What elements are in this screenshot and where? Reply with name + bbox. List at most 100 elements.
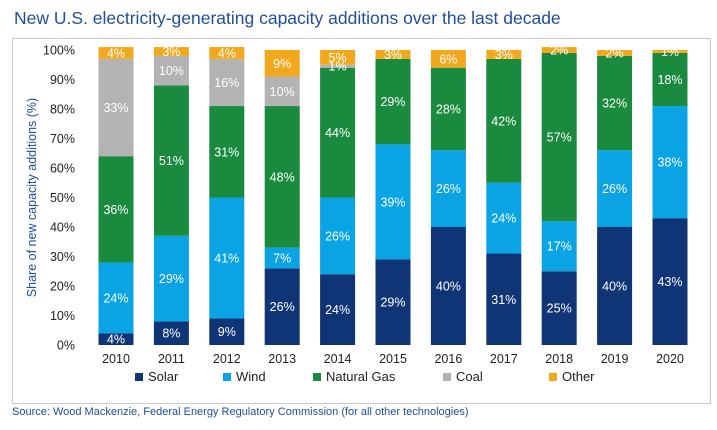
bar-segment-wind <box>652 106 688 219</box>
data-label: 3% <box>162 45 180 59</box>
data-label: 51% <box>159 154 184 168</box>
bar-segment-other <box>541 47 577 53</box>
data-label: 29% <box>380 296 405 310</box>
bar-segment-other <box>98 47 134 59</box>
legend-label: Natural Gas <box>326 369 396 384</box>
bar-segment-solar <box>98 333 134 345</box>
data-label: 8% <box>162 327 180 341</box>
bar-segment-coal <box>320 64 356 68</box>
bar-segment-wind <box>209 197 245 319</box>
y-tick-label: 100% <box>43 44 75 58</box>
bar-segment-solar <box>320 274 356 345</box>
bar-segment-solar <box>430 227 466 345</box>
bar-segment-coal <box>264 76 300 107</box>
data-label: 26% <box>325 229 350 243</box>
bar-segment-wind <box>375 144 411 260</box>
data-label: 36% <box>103 203 128 217</box>
y-tick-label: 20% <box>50 280 75 294</box>
bar-segment-wind <box>153 235 189 322</box>
bar-segment-solar <box>541 271 577 345</box>
data-label: 10% <box>159 64 184 78</box>
bar-segment-other <box>153 47 189 56</box>
data-label: 48% <box>270 170 295 184</box>
legend-label: Other <box>562 369 595 384</box>
bar-segment-solar <box>652 218 688 345</box>
data-label: 5% <box>329 51 347 65</box>
bar-segment-other <box>264 50 300 77</box>
bar-segment-natural-gas <box>98 156 134 263</box>
x-tick-label: 2020 <box>656 352 684 366</box>
bar-segment-other <box>597 50 633 56</box>
data-label: 2% <box>550 44 568 58</box>
bar-segment-natural-gas <box>320 67 356 198</box>
data-label: 43% <box>657 275 682 289</box>
bar-segment-solar <box>375 259 411 345</box>
bar-segment-natural-gas <box>486 58 522 183</box>
legend-swatch <box>135 373 143 381</box>
bar-segment-wind <box>320 197 356 275</box>
legend-swatch <box>313 373 321 381</box>
data-label: 32% <box>602 97 627 111</box>
chart-title: New U.S. electricity-generating capacity… <box>14 8 561 28</box>
y-axis-title: Share of new capacity additions (%) <box>25 98 39 297</box>
y-tick-label: 90% <box>50 73 75 87</box>
data-label: 41% <box>214 251 239 265</box>
bar-segment-other <box>486 50 522 59</box>
data-label: 4% <box>218 46 236 60</box>
y-tick-label: 60% <box>50 162 75 176</box>
bar-segment-natural-gas <box>541 52 577 222</box>
data-label: 42% <box>491 114 516 128</box>
data-label: 40% <box>602 280 627 294</box>
bar-segment-solar <box>264 268 300 345</box>
x-tick-label: 2018 <box>545 352 573 366</box>
bar-segment-other <box>430 50 466 68</box>
bar-segment-other <box>209 47 245 59</box>
x-tick-label: 2010 <box>102 352 130 366</box>
legend-swatch <box>223 373 231 381</box>
y-tick-label: 80% <box>50 103 75 117</box>
data-label: 29% <box>380 95 405 109</box>
bar-segment-natural-gas <box>209 106 245 198</box>
x-tick-label: 2012 <box>213 352 241 366</box>
bar-segment-other <box>320 50 356 65</box>
data-label: 1% <box>329 60 347 74</box>
data-label: 24% <box>325 303 350 317</box>
y-tick-label: 70% <box>50 132 75 146</box>
bar-segment-other <box>652 50 688 53</box>
legend-label: Coal <box>456 369 483 384</box>
data-label: 26% <box>270 300 295 314</box>
legend-label: Wind <box>236 369 266 384</box>
data-label: 9% <box>218 325 236 339</box>
y-tick-label: 40% <box>50 221 75 235</box>
data-label: 3% <box>384 48 402 62</box>
bar-segment-natural-gas <box>264 106 300 248</box>
x-tick-label: 2013 <box>268 352 296 366</box>
bar-segment-wind <box>430 150 466 227</box>
data-label: 1% <box>661 45 679 59</box>
data-label: 57% <box>547 131 572 145</box>
data-label: 6% <box>439 52 457 66</box>
data-label: 4% <box>107 46 125 60</box>
data-label: 9% <box>273 57 291 71</box>
bar-segment-natural-gas <box>597 55 633 151</box>
bar-segment-wind <box>541 221 577 272</box>
data-label: 10% <box>270 85 295 99</box>
bar-segment-natural-gas <box>430 67 466 151</box>
data-label: 38% <box>657 156 682 170</box>
data-label: 40% <box>436 280 461 294</box>
legend-swatch <box>549 373 557 381</box>
bar-segment-natural-gas <box>153 85 189 236</box>
data-label: 28% <box>436 103 461 117</box>
bar-segment-natural-gas <box>652 52 688 107</box>
x-tick-label: 2015 <box>379 352 407 366</box>
bar-segment-solar <box>486 253 522 345</box>
data-label: 33% <box>103 101 128 115</box>
bar-segment-solar <box>209 318 245 345</box>
x-tick-label: 2011 <box>158 352 185 366</box>
bar-segment-wind <box>98 262 134 334</box>
legend-swatch <box>443 373 451 381</box>
bar-segment-wind <box>597 150 633 227</box>
legend-label: Solar <box>148 369 179 384</box>
data-label: 18% <box>657 73 682 87</box>
data-label: 31% <box>491 293 516 307</box>
